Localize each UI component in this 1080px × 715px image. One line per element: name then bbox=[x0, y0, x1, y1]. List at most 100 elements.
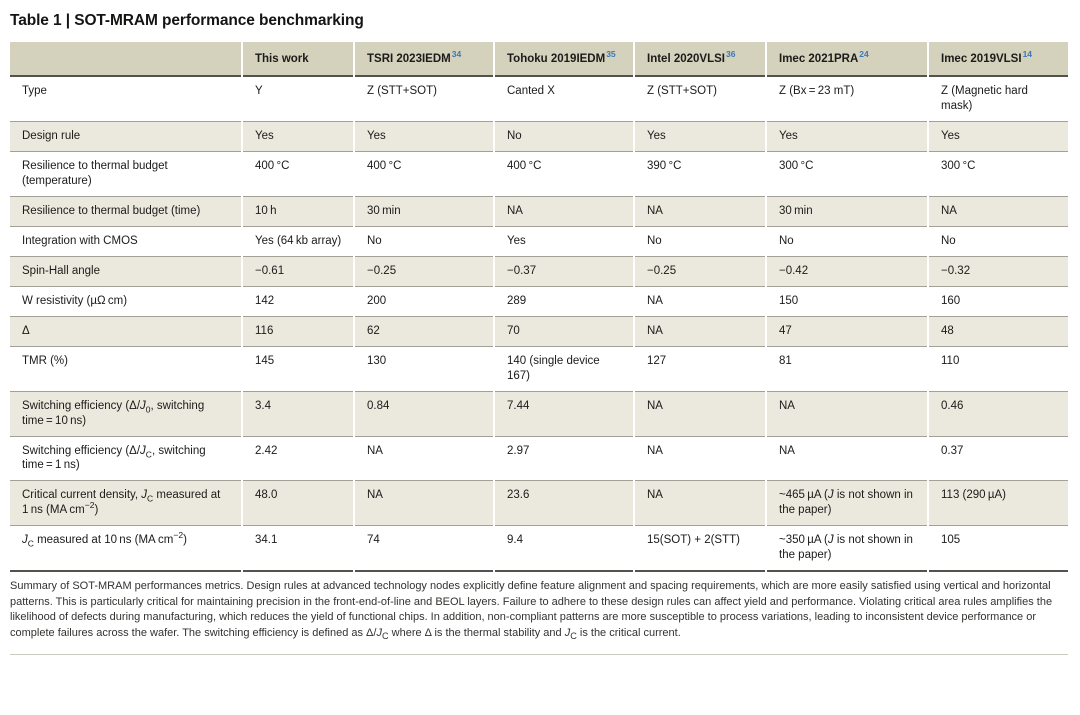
table-cell: 9.4 bbox=[493, 525, 634, 572]
table-cell: Canted X bbox=[493, 76, 634, 122]
header-row: This work TSRI 2023IEDM34 Tohoku 2019IEDM3… bbox=[10, 42, 1068, 77]
row-label: JC measured at 10 ns (MA cm−2) bbox=[22, 530, 187, 549]
table-cell: 34.1 bbox=[241, 525, 354, 572]
table-cell: 23.6 bbox=[493, 480, 634, 526]
table-cell: 390 °C bbox=[633, 151, 766, 197]
citation-ref-link[interactable]: 34 bbox=[451, 49, 462, 60]
row-label: Resilience to thermal budget (time) bbox=[10, 196, 242, 227]
row-label: Switching efficiency (Δ/J0, switching ti… bbox=[10, 391, 242, 436]
table-cell: NA bbox=[633, 391, 766, 436]
row-label: Switching efficiency (Δ/JC, switching ti… bbox=[22, 444, 206, 472]
table-cell: No bbox=[493, 121, 634, 152]
table-cell: Yes bbox=[633, 121, 766, 152]
citation-ref-link[interactable]: 35 bbox=[606, 49, 616, 60]
table-cell: No bbox=[765, 226, 928, 257]
table-cell: 110 bbox=[927, 346, 1068, 392]
table-cell: 0.46 bbox=[927, 391, 1068, 436]
row-label: W resistivity (µΩ cm) bbox=[22, 294, 128, 307]
benchmark-table: This work TSRI 2023IEDM34 Tohoku 2019IEDM3… bbox=[10, 42, 1068, 573]
table-cell: 48 bbox=[927, 316, 1068, 347]
column-header-imec-2021pra: Imec 2021PRA24 bbox=[765, 42, 928, 77]
column-header-this-work: This work bbox=[241, 42, 354, 77]
table-row: TMR (%) 145 130 140 (single device 167) 127 8… bbox=[10, 346, 1068, 392]
table-row: W resistivity (µΩ cm) 142 200 289 NA 150 160 bbox=[10, 286, 1068, 317]
citation-ref-link[interactable]: 24 bbox=[859, 49, 869, 60]
row-label: Resilience to thermal budget (temperatur… bbox=[22, 160, 168, 188]
table-cell: 142 bbox=[241, 286, 354, 317]
table-cell: Z (Bx = 23 mT) bbox=[765, 76, 928, 122]
table-cell: 105 bbox=[927, 525, 1068, 572]
table-cell: 400 °C bbox=[493, 151, 634, 197]
table-cell: NA bbox=[633, 196, 766, 227]
table-cell: NA bbox=[353, 480, 494, 526]
column-header-label: Tohoku 2019IEDM bbox=[507, 53, 606, 65]
column-header-label: Imec 2019VLSI bbox=[941, 53, 1022, 65]
table-cell: NA bbox=[493, 196, 634, 227]
table-cell: 200 bbox=[353, 286, 494, 317]
table-cell: 150 bbox=[765, 286, 928, 317]
table-cell: NA bbox=[633, 286, 766, 317]
table-cell: −0.37 bbox=[493, 256, 634, 287]
table-cell: 116 bbox=[241, 316, 354, 347]
table-cell: 130 bbox=[353, 346, 494, 392]
table-cell: Z (Magnetic hard mask) bbox=[927, 76, 1068, 122]
corner-header-cell bbox=[10, 42, 242, 77]
table-footnote: Summary of SOT-MRAM performances metrics… bbox=[10, 580, 1053, 642]
column-header-label: Imec 2021PRA bbox=[779, 53, 859, 65]
citation-ref-link[interactable]: 14 bbox=[1022, 49, 1033, 60]
table-cell: 113 (290 µA) bbox=[927, 480, 1068, 526]
table-cell: Z (STT+SOT) bbox=[353, 76, 494, 122]
table-cell: Z (STT+SOT) bbox=[633, 76, 766, 122]
table-cell: −0.61 bbox=[241, 256, 354, 287]
table-cell: 300 °C bbox=[765, 151, 928, 197]
table-cell: −0.25 bbox=[353, 256, 494, 287]
table-row: Integration with CMOS Yes (64 kb array) No… bbox=[10, 226, 1068, 257]
table-cell: NA bbox=[633, 316, 766, 347]
table-cell: ~350 µA (J is not shown in the paper) bbox=[765, 525, 928, 572]
table-cell: 0.84 bbox=[353, 391, 494, 436]
table-cell: No bbox=[927, 226, 1068, 257]
table-cell: NA bbox=[633, 480, 766, 526]
table-cell: 70 bbox=[493, 316, 634, 347]
column-header-imec-2019vlsi: Imec 2019VLSI14 bbox=[927, 42, 1068, 77]
table-cell: 127 bbox=[633, 346, 766, 392]
table-row: Design rule Yes Yes No Yes Yes Yes bbox=[10, 121, 1068, 152]
table-row: JC measured at 10 ns (MA cm−2) 34.1 74 9.4 1… bbox=[10, 525, 1068, 572]
table-cell: NA bbox=[765, 436, 928, 481]
row-label: TMR (%) bbox=[22, 354, 68, 367]
table-cell: 2.42 bbox=[241, 436, 354, 481]
table-cell: NA bbox=[633, 436, 766, 481]
table-cell: 300 °C bbox=[927, 151, 1068, 197]
table-row: Switching efficiency (Δ/JC, switching ti… bbox=[10, 436, 1068, 481]
table-cell: 289 bbox=[493, 286, 634, 317]
table-cell: 30 min bbox=[353, 196, 494, 227]
table-header: This work TSRI 2023IEDM34 Tohoku 2019IEDM3… bbox=[10, 42, 1068, 77]
row-label: Spin-Hall angle bbox=[10, 256, 242, 287]
table-cell: 160 bbox=[927, 286, 1068, 317]
table-cell: 74 bbox=[353, 525, 494, 572]
column-header-label: This work bbox=[255, 53, 309, 65]
table-cell: Yes bbox=[353, 121, 494, 152]
table-cell: Yes bbox=[765, 121, 928, 152]
table-cell: 10 h bbox=[241, 196, 354, 227]
column-header-label: Intel 2020VLSI bbox=[647, 53, 725, 65]
table-cell: 15(SOT) + 2(STT) bbox=[633, 525, 766, 572]
table-cell: 3.4 bbox=[241, 391, 354, 436]
table-cell: No bbox=[633, 226, 766, 257]
citation-ref-link[interactable]: 36 bbox=[725, 49, 736, 60]
table-cell: 48.0 bbox=[241, 480, 354, 526]
table-cell: Yes bbox=[493, 226, 634, 257]
table-cell: NA bbox=[765, 391, 928, 436]
row-label: Integration with CMOS bbox=[22, 235, 138, 247]
table-cell: 7.44 bbox=[493, 391, 634, 436]
row-label: Critical current density, JC measured at… bbox=[10, 480, 242, 526]
table-cell: 0.37 bbox=[927, 436, 1068, 481]
table-cell: 140 (single device 167) bbox=[493, 346, 634, 392]
table-cell: −0.42 bbox=[765, 256, 928, 287]
table-cell: 400 °C bbox=[353, 151, 494, 197]
table-row: Resilience to thermal budget (temperatur… bbox=[10, 151, 1068, 197]
table-row: Switching efficiency (Δ/J0, switching ti… bbox=[10, 391, 1068, 436]
table-cell: 400 °C bbox=[241, 151, 354, 197]
